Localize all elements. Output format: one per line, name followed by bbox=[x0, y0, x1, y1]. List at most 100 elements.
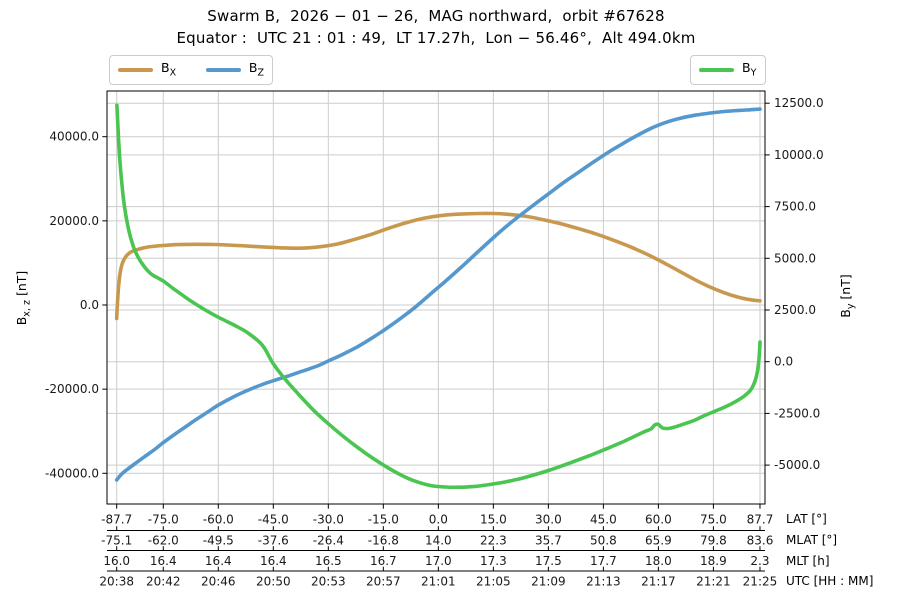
chart-title: Swarm B, 2026 − 01 − 26, MAG northward, … bbox=[207, 7, 665, 25]
x-tick-label: 17.5 bbox=[535, 554, 562, 568]
x-tick-label: 65.9 bbox=[645, 534, 672, 548]
x-tick-label: 21:25 bbox=[743, 575, 778, 589]
plot-frame bbox=[106, 90, 766, 505]
right-axis-label-unit: [nT] bbox=[837, 274, 853, 304]
x-tick-label: 16.7 bbox=[370, 554, 397, 568]
x-tick-label: -75.1 bbox=[101, 534, 132, 548]
x-tick-label: -87.7 bbox=[101, 513, 132, 527]
legend-right: BY bbox=[690, 55, 766, 85]
y-tick-label-right: -5000.0 bbox=[774, 458, 820, 472]
bx-legend-label-sub: X bbox=[169, 67, 177, 79]
x-tick-label: 21:13 bbox=[586, 575, 621, 589]
x-tick-label: -62.0 bbox=[148, 534, 179, 548]
y-tick-label-left: -20000.0 bbox=[45, 382, 99, 396]
x-tick-label: 20:50 bbox=[256, 575, 291, 589]
bz-legend-label-base: B bbox=[248, 60, 258, 75]
bz-curve bbox=[114, 107, 762, 482]
x-tick-label: 22.3 bbox=[480, 534, 507, 548]
x-tick-label: 2.3 bbox=[750, 554, 769, 568]
y-tick-label-left: 20000.0 bbox=[49, 214, 99, 228]
x-tick-label: 21:21 bbox=[696, 575, 731, 589]
bz-legend-label-sub: Z bbox=[257, 67, 264, 79]
x-tick-label: 87.7 bbox=[747, 513, 774, 527]
x-tick-label: 75.0 bbox=[700, 513, 727, 527]
x-tick-label: 17.3 bbox=[480, 554, 507, 568]
bz-legend-swatch bbox=[205, 68, 241, 72]
x-tick-label: 60.0 bbox=[645, 513, 672, 527]
x-tick-label: 21:17 bbox=[641, 575, 676, 589]
legend-entry-bx: BX bbox=[118, 60, 177, 79]
bx-curve bbox=[114, 211, 762, 321]
legend-left: BX BZ bbox=[109, 55, 273, 85]
x-tick-label: 20:38 bbox=[99, 575, 134, 589]
left-axis-label: Bx, z [nT] bbox=[14, 271, 33, 326]
y-tick-label-right: 12500.0 bbox=[774, 96, 824, 110]
x-tick-label: 21:05 bbox=[476, 575, 511, 589]
x-tick-label: 17.7 bbox=[590, 554, 617, 568]
by-legend-swatch bbox=[699, 68, 734, 72]
bx-legend-label: BX bbox=[161, 60, 177, 79]
x-tick-label: 20:42 bbox=[146, 575, 181, 589]
y-tick-label-right: -2500.0 bbox=[774, 406, 820, 420]
right-axis-label-sub: y bbox=[845, 303, 857, 310]
x-tick-label: 16.0 bbox=[103, 554, 130, 568]
x-row-caption-mlt: MLT [h] bbox=[786, 554, 830, 568]
x-tick-label: 21:01 bbox=[421, 575, 456, 589]
x-tick-label: 16.4 bbox=[150, 554, 177, 568]
y-tick-label-left: 0.0 bbox=[80, 298, 99, 312]
bx-legend-swatch bbox=[118, 68, 153, 72]
x-tick-label: -49.5 bbox=[203, 534, 234, 548]
x-row-caption-mlat: MLAT [°] bbox=[786, 533, 838, 547]
x-row-caption-lat: LAT [°] bbox=[786, 512, 827, 526]
x-tick-label: 16.4 bbox=[205, 554, 232, 568]
x-tick-label: 20:57 bbox=[366, 575, 401, 589]
by-curve bbox=[115, 103, 762, 490]
x-tick-label: 18.0 bbox=[645, 554, 672, 568]
left-axis-label-base: B bbox=[13, 316, 29, 326]
y-tick-label-left: 40000.0 bbox=[49, 130, 99, 144]
x-tick-label: 50.8 bbox=[590, 534, 617, 548]
x-tick-label: 21:09 bbox=[531, 575, 566, 589]
x-tick-label: -75.0 bbox=[148, 513, 179, 527]
right-axis-label: By [nT] bbox=[838, 274, 857, 318]
x-tick-label: -16.8 bbox=[368, 534, 399, 548]
x-tick-label: 45.0 bbox=[590, 513, 617, 527]
y-tick-label-right: 10000.0 bbox=[774, 148, 824, 162]
x-tick-label: -30.0 bbox=[313, 513, 344, 527]
by-legend-label-sub: Y bbox=[750, 67, 757, 79]
x-tick-label: 16.4 bbox=[260, 554, 287, 568]
bx-legend-label-base: B bbox=[161, 60, 170, 75]
x-tick-label: 0.0 bbox=[429, 513, 448, 527]
x-tick-label: 15.0 bbox=[480, 513, 507, 527]
y-tick-label-right: 5000.0 bbox=[774, 251, 816, 265]
x-tick-label: 79.8 bbox=[700, 534, 727, 548]
bz-legend-label: BZ bbox=[248, 60, 264, 79]
x-tick-label: 14.0 bbox=[425, 534, 452, 548]
x-tick-label: -45.0 bbox=[258, 513, 289, 527]
right-axis-label-base: B bbox=[837, 309, 853, 318]
x-tick-label: 20:46 bbox=[201, 575, 236, 589]
legend-entry-bz: BZ bbox=[205, 60, 264, 79]
x-tick-label: -60.0 bbox=[203, 513, 234, 527]
y-tick-label-right: 2500.0 bbox=[774, 303, 816, 317]
x-tick-label: 30.0 bbox=[535, 513, 562, 527]
x-tick-label: 35.7 bbox=[535, 534, 562, 548]
x-tick-label: 18.9 bbox=[700, 554, 727, 568]
x-tick-label: 83.6 bbox=[747, 534, 774, 548]
y-tick-label-left: -40000.0 bbox=[45, 466, 99, 480]
chart-subtitle: Equator : UTC 21 : 01 : 49, LT 17.27h, L… bbox=[176, 29, 696, 47]
by-legend-label: BY bbox=[742, 60, 757, 79]
by-legend-label-base: B bbox=[742, 60, 751, 75]
legend-entry-by: BY bbox=[699, 60, 757, 79]
x-tick-label: -37.6 bbox=[258, 534, 289, 548]
x-tick-label: -15.0 bbox=[368, 513, 399, 527]
left-axis-label-sub: x, z bbox=[21, 300, 33, 317]
y-tick-label-right: 0.0 bbox=[774, 355, 793, 369]
x-row-caption-utc: UTC [HH : MM] bbox=[786, 574, 874, 588]
x-tick-label: -26.4 bbox=[313, 534, 344, 548]
x-tick-label: 17.0 bbox=[425, 554, 452, 568]
x-tick-label: 20:53 bbox=[311, 575, 346, 589]
y-tick-label-right: 7500.0 bbox=[774, 200, 816, 214]
